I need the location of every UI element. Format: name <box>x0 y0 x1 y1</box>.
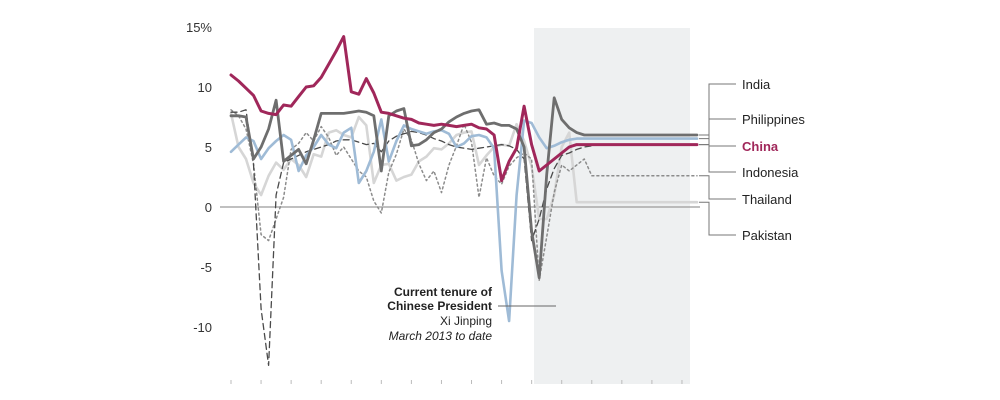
series-line-pakistan <box>229 112 699 221</box>
legend-label-thailand: Thailand <box>742 192 792 207</box>
series-line-china <box>229 35 699 183</box>
y-tick-label: 15% <box>186 20 212 35</box>
legend: India Philippines China Indonesia Thailand Pa… <box>699 77 805 243</box>
y-tick-label: -5 <box>200 260 212 275</box>
y-axis-ticks: 15% 10 5 0 -5 -10 <box>186 20 683 384</box>
legend-leader-pakistan <box>699 201 736 236</box>
y-tick-label: 5 <box>205 140 212 155</box>
series-line-india <box>229 96 699 280</box>
legend-leader-thailand <box>699 175 736 200</box>
tenure-annotation-line-1: Current tenure of <box>394 285 493 299</box>
y-tick-label: 0 <box>205 200 212 215</box>
tenure-annotation-line-2: Chinese President <box>387 299 492 313</box>
legend-label-pakistan: Pakistan <box>742 228 792 243</box>
legend-label-china: China <box>742 139 779 154</box>
y-tick-label: -10 <box>193 320 212 335</box>
y-tick-label: 10 <box>198 80 212 95</box>
legend-label-philippines: Philippines <box>742 112 805 127</box>
xi-jinping-tenure-shading <box>534 28 690 384</box>
legend-leader-china <box>699 144 736 147</box>
legend-label-india: India <box>742 77 771 92</box>
tenure-annotation: Current tenure of Chinese President Xi J… <box>387 285 556 343</box>
series-lines <box>229 35 699 367</box>
legend-leader-india <box>699 83 736 136</box>
tenure-annotation-line-3: Xi Jinping <box>440 314 492 328</box>
legend-leader-indonesia <box>699 138 736 173</box>
legend-label-indonesia: Indonesia <box>742 165 799 180</box>
series-line-thailand <box>230 109 698 281</box>
legend-leader-philippines <box>699 118 736 146</box>
tenure-annotation-line-4: March 2013 to date <box>389 329 493 343</box>
